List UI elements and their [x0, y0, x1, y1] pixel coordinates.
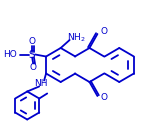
Text: HO: HO — [4, 50, 17, 59]
Text: O: O — [101, 93, 108, 102]
Text: S: S — [29, 50, 35, 60]
Text: O: O — [30, 64, 37, 73]
Text: O: O — [101, 28, 108, 36]
Text: NH: NH — [34, 79, 48, 88]
Text: NH$_2$: NH$_2$ — [67, 32, 86, 44]
Text: O: O — [29, 36, 36, 45]
